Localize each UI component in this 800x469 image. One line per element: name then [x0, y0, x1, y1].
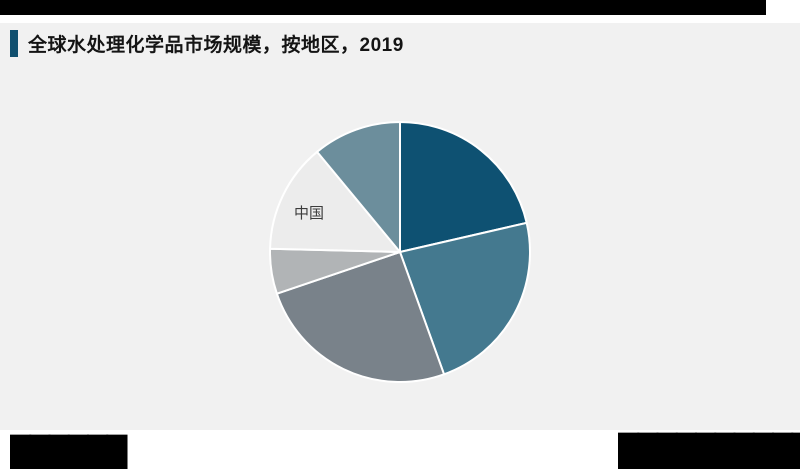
china-slice-label: 中国 — [294, 205, 325, 222]
pie-slice — [399, 121, 528, 253]
pie-slice — [399, 221, 531, 376]
watermark-right-clipped: ██████████ — [618, 434, 800, 467]
chart-title: 全球水处理化学品市场规模，按地区，2019 — [28, 35, 404, 56]
title-accent-bar — [10, 30, 18, 57]
pie-slice — [275, 251, 446, 383]
chart-header: 全球水处理化学品市场规模，按地区，2019 — [10, 30, 404, 57]
top-black-bar — [0, 0, 766, 15]
pie-slice — [269, 150, 401, 253]
pie-slice — [316, 121, 401, 253]
watermark-left-clipped: ██████ — [10, 436, 128, 469]
